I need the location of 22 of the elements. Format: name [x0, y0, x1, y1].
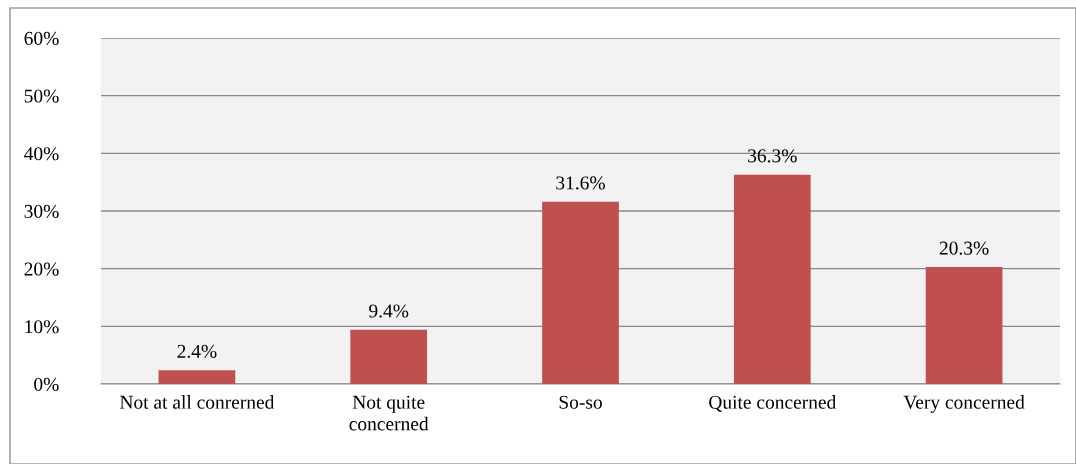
x-tick-label: Not quite concerned — [349, 395, 429, 431]
y-tick-label: 20% — [24, 262, 59, 276]
bar — [925, 266, 1003, 384]
y-tick-label: 10% — [25, 320, 59, 334]
data-label: 2.4% — [177, 344, 217, 358]
y-tick-label: 0% — [34, 377, 59, 391]
bar — [542, 201, 619, 384]
x-tick-label: So-so — [559, 395, 602, 409]
bar — [350, 329, 428, 384]
x-tick-label: Very concerned — [903, 395, 1025, 413]
bar — [158, 370, 236, 384]
y-tick-label: 50% — [24, 89, 59, 103]
data-label: 9.4% — [369, 304, 409, 318]
bar — [733, 174, 811, 384]
y-tick-label: 40% — [24, 147, 59, 161]
y-tick-label: 60% — [24, 31, 59, 45]
y-tick-label: 30% — [24, 204, 59, 218]
x-tick-label: Not at all conrerned — [119, 395, 275, 409]
data-label: 20.3% — [939, 241, 989, 255]
x-tick-label: Quite concerned — [709, 395, 837, 412]
data-label: 31.6% — [556, 176, 605, 190]
data-label: 36.3% — [748, 149, 797, 163]
